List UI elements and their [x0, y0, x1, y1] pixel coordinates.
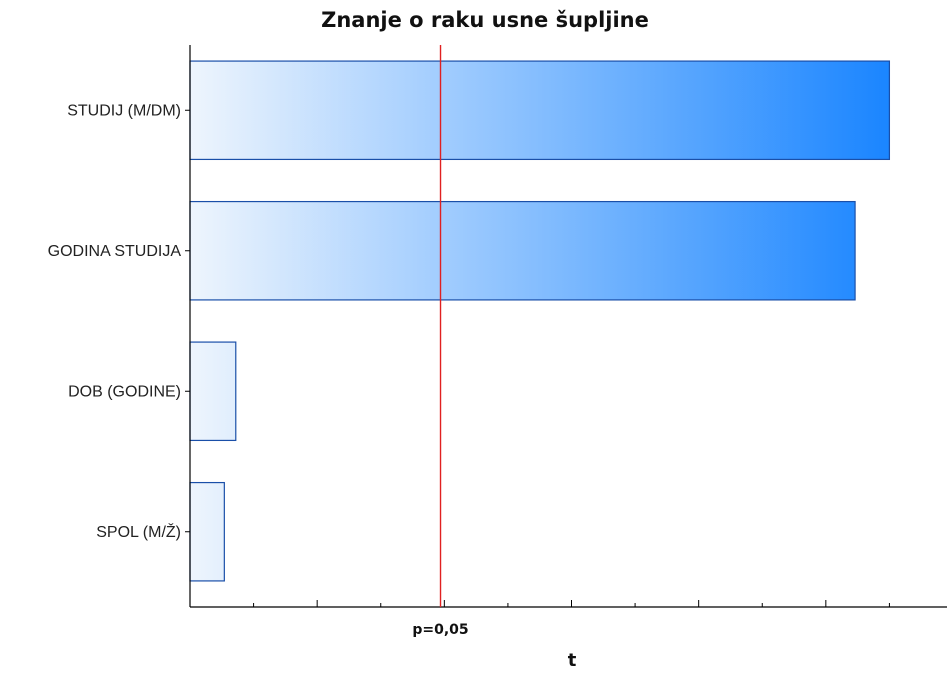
- category-label: STUDIJ (M/DM): [67, 102, 181, 119]
- bar-dob-godine: [189, 341, 237, 442]
- category-label: DOB (GODINE): [68, 383, 181, 400]
- category-label: SPOL (M/Ž): [96, 522, 181, 541]
- axis-ticks: [185, 109, 890, 607]
- chart-title: Znanje o raku usne šupljine: [321, 8, 649, 32]
- bar-godina-studija: [189, 200, 856, 301]
- category-label: GODINA STUDIJA: [48, 243, 182, 260]
- bars-layer: [189, 60, 891, 582]
- bar-studij-m-dm: [189, 60, 891, 161]
- category-labels: STUDIJ (M/DM) GODINA STUDIJA DOB (GODINE) S…: [48, 102, 182, 541]
- bar-spol-m: [189, 481, 225, 582]
- significance-label: p=0,05: [412, 622, 468, 638]
- x-axis-title: t: [568, 650, 577, 671]
